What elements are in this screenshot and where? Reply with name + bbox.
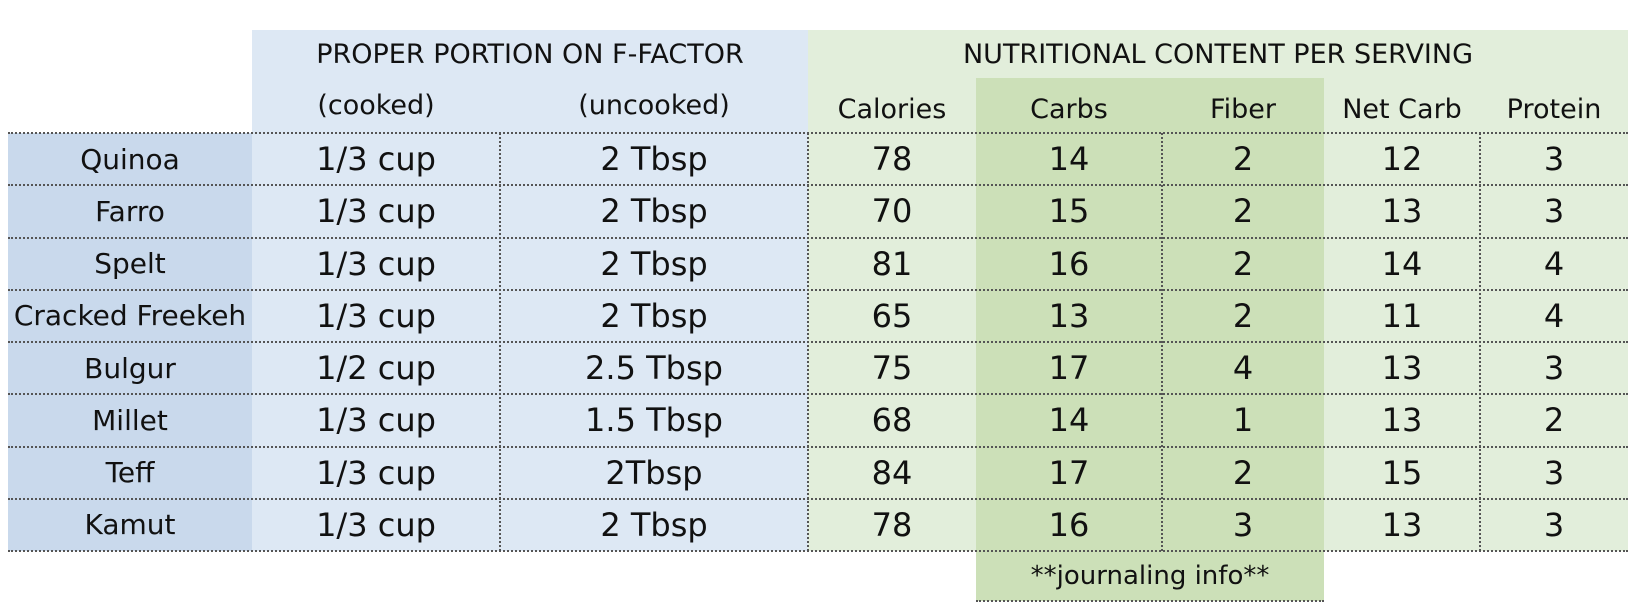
row-divider (8, 288, 1628, 291)
row-divider (8, 132, 1628, 134)
grain-name-cell: Spelt (94, 247, 166, 281)
row-divider (8, 236, 1628, 239)
grain-name-cell: Quinoa (80, 142, 180, 176)
calories-cell: 84 (871, 453, 913, 492)
protein-cell: 2 (1543, 401, 1565, 440)
journaling-footnote: **journaling info** (1030, 561, 1270, 591)
cooked-portion-cell: 1/3 cup (316, 505, 436, 544)
uncooked-portion-cell: 2 Tbsp (600, 244, 708, 283)
net-carb-cell: 12 (1381, 140, 1423, 179)
calories-cell: 65 (871, 296, 913, 335)
calories-cell: 70 (871, 192, 913, 231)
protein-cell: 3 (1543, 349, 1565, 388)
nutrition-group-header: NUTRITIONAL CONTENT PER SERVING (962, 38, 1474, 70)
calories-cell: 78 (871, 140, 913, 179)
grain-name-cell: Farro (95, 194, 165, 228)
uncooked-portion-cell: 2 Tbsp (600, 296, 708, 335)
cooked-portion-cell: 1/3 cup (316, 453, 436, 492)
fiber-cell: 2 (1232, 140, 1254, 179)
fiber-column-header: Fiber (1210, 93, 1276, 125)
row-divider (8, 550, 1628, 552)
uncooked-portion-cell: 2.5 Tbsp (585, 349, 723, 388)
row-divider (8, 445, 1628, 448)
uncooked-portion-cell: 1.5 Tbsp (585, 401, 723, 440)
footnote-background (976, 551, 1324, 601)
protein-cell: 4 (1543, 296, 1565, 335)
uncooked-portion-cell: 2 Tbsp (600, 140, 708, 179)
carbs-column-header: Carbs (1030, 93, 1108, 125)
protein-cell: 3 (1543, 505, 1565, 544)
carbs-cell: 16 (1048, 244, 1090, 283)
column-divider (499, 133, 501, 551)
uncooked-portion-cell: 2Tbsp (605, 453, 703, 492)
net-carb-cell: 13 (1381, 401, 1423, 440)
grain-name-cell: Millet (92, 403, 168, 437)
carbs-cell: 17 (1048, 349, 1090, 388)
carbs-cell: 14 (1048, 401, 1090, 440)
row-divider (8, 393, 1628, 396)
carbs-cell: 14 (1048, 140, 1090, 179)
net-carb-cell: 11 (1381, 296, 1423, 335)
row-divider (8, 341, 1628, 343)
uncooked-column-header: (uncooked) (578, 89, 730, 121)
grain-name-cell: Teff (105, 456, 155, 490)
calories-cell: 75 (871, 349, 913, 388)
cooked-portion-cell: 1/2 cup (316, 349, 436, 388)
fiber-cell: 2 (1232, 296, 1254, 335)
cooked-portion-cell: 1/3 cup (316, 296, 436, 335)
row-divider (8, 497, 1628, 500)
portion-header-background (252, 30, 808, 133)
net-carb-cell: 13 (1381, 192, 1423, 231)
net-carb-cell: 13 (1381, 505, 1423, 544)
cooked-column-header: (cooked) (317, 89, 435, 121)
fiber-cell: 1 (1232, 401, 1254, 440)
column-divider (1161, 133, 1163, 551)
protein-cell: 4 (1543, 244, 1565, 283)
protein-cell: 3 (1543, 192, 1565, 231)
calories-column-header: Calories (837, 93, 947, 125)
fiber-cell: 4 (1232, 349, 1254, 388)
protein-column-header: Protein (1506, 93, 1602, 125)
grain-name-cell: Bulgur (84, 351, 176, 385)
protein-cell: 3 (1543, 453, 1565, 492)
row-divider (8, 184, 1628, 187)
grain-name-cell: Kamut (84, 508, 176, 542)
carbs-fiber-header-highlight (976, 78, 1324, 133)
cooked-portion-cell: 1/3 cup (316, 401, 436, 440)
fiber-cell: 2 (1232, 453, 1254, 492)
calories-cell: 81 (871, 244, 913, 283)
grain-name-cell: Cracked Freekeh (13, 299, 247, 333)
carbs-cell: 13 (1048, 296, 1090, 335)
column-divider (1479, 133, 1481, 551)
uncooked-portion-cell: 2 Tbsp (600, 505, 708, 544)
cooked-portion-cell: 1/3 cup (316, 140, 436, 179)
fiber-cell: 3 (1232, 505, 1254, 544)
fiber-cell: 2 (1232, 192, 1254, 231)
cooked-portion-cell: 1/3 cup (316, 192, 436, 231)
carbs-cell: 15 (1048, 192, 1090, 231)
net-carb-cell: 14 (1381, 244, 1423, 283)
footnote-divider (976, 600, 1324, 602)
net-carb-cell: 13 (1381, 349, 1423, 388)
fiber-cell: 2 (1232, 244, 1254, 283)
cooked-portion-cell: 1/3 cup (316, 244, 436, 283)
net-carb-column-header: Net Carb (1342, 93, 1462, 125)
carbs-cell: 16 (1048, 505, 1090, 544)
carbs-cell: 17 (1048, 453, 1090, 492)
protein-cell: 3 (1543, 140, 1565, 179)
calories-cell: 78 (871, 505, 913, 544)
calories-cell: 68 (871, 401, 913, 440)
uncooked-portion-cell: 2 Tbsp (600, 192, 708, 231)
net-carb-cell: 15 (1381, 453, 1423, 492)
portion-group-header: PROPER PORTION ON F-FACTOR (316, 38, 744, 70)
column-divider (807, 133, 809, 551)
